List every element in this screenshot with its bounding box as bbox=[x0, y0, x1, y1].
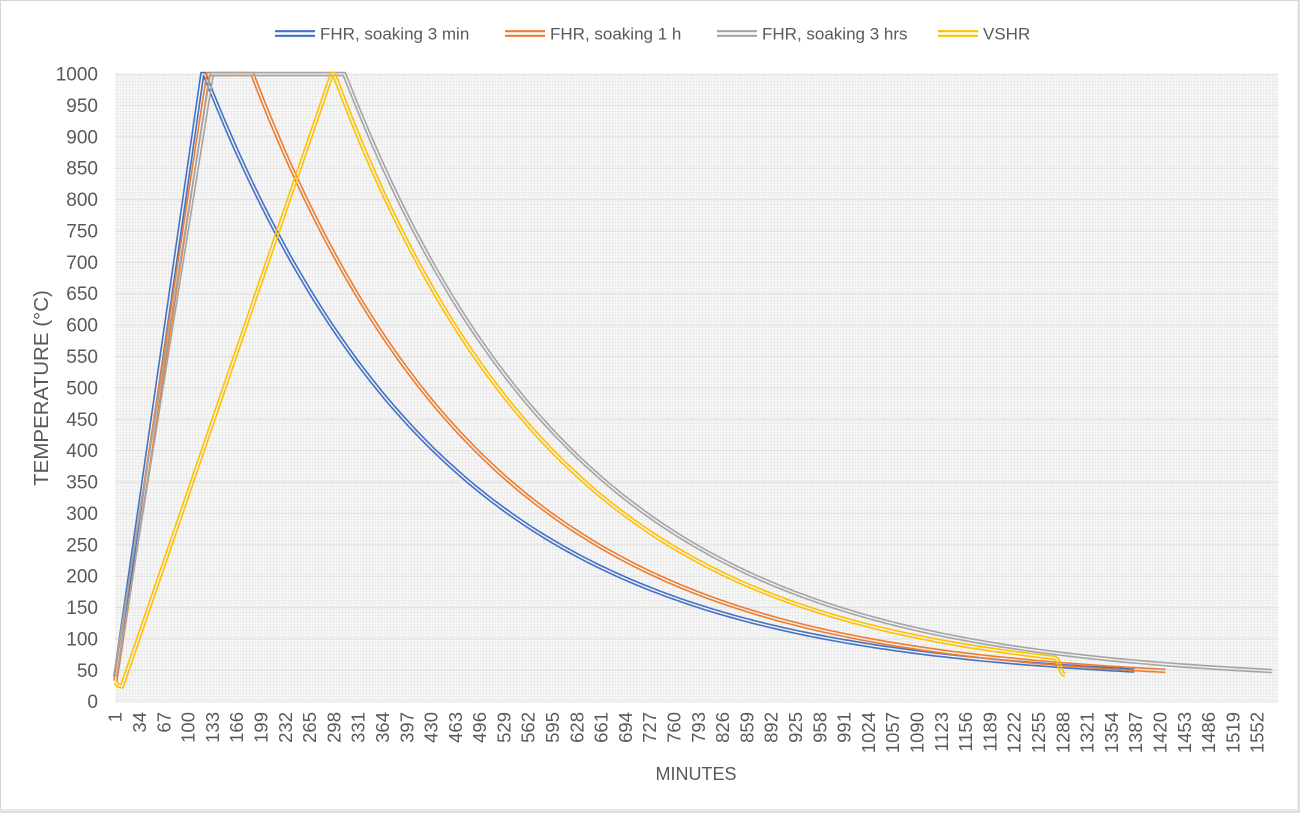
svg-text:250: 250 bbox=[66, 535, 98, 556]
svg-text:1552: 1552 bbox=[1247, 712, 1268, 753]
svg-text:550: 550 bbox=[66, 347, 98, 368]
svg-text:1387: 1387 bbox=[1125, 712, 1146, 753]
svg-text:300: 300 bbox=[66, 504, 98, 525]
svg-text:628: 628 bbox=[566, 712, 587, 743]
svg-text:600: 600 bbox=[66, 316, 98, 337]
svg-text:1255: 1255 bbox=[1028, 712, 1049, 753]
svg-text:727: 727 bbox=[639, 712, 660, 743]
svg-text:100: 100 bbox=[66, 629, 98, 650]
svg-text:1156: 1156 bbox=[955, 712, 976, 752]
svg-text:1189: 1189 bbox=[979, 712, 1000, 752]
svg-text:100: 100 bbox=[178, 712, 199, 743]
svg-text:760: 760 bbox=[664, 712, 685, 743]
svg-text:661: 661 bbox=[591, 712, 612, 743]
svg-text:750: 750 bbox=[66, 222, 98, 243]
svg-text:FHR, soaking 3 hrs: FHR, soaking 3 hrs bbox=[762, 25, 908, 44]
svg-text:1354: 1354 bbox=[1101, 712, 1122, 753]
svg-text:800: 800 bbox=[66, 190, 98, 211]
svg-text:199: 199 bbox=[251, 712, 272, 743]
svg-text:364: 364 bbox=[372, 712, 393, 743]
svg-text:450: 450 bbox=[66, 410, 98, 431]
svg-text:694: 694 bbox=[615, 712, 636, 743]
svg-text:331: 331 bbox=[348, 712, 369, 743]
svg-text:500: 500 bbox=[66, 378, 98, 399]
svg-text:1090: 1090 bbox=[907, 712, 928, 753]
svg-text:991: 991 bbox=[834, 712, 855, 743]
svg-text:1486: 1486 bbox=[1198, 712, 1219, 753]
svg-text:1123: 1123 bbox=[931, 712, 952, 752]
svg-text:793: 793 bbox=[688, 712, 709, 743]
svg-text:1024: 1024 bbox=[858, 712, 879, 753]
svg-text:1519: 1519 bbox=[1222, 712, 1243, 753]
svg-text:350: 350 bbox=[66, 473, 98, 494]
svg-text:166: 166 bbox=[226, 712, 247, 743]
svg-text:133: 133 bbox=[202, 712, 223, 743]
svg-text:TEMPERATURE (°C): TEMPERATURE (°C) bbox=[30, 290, 53, 486]
svg-text:150: 150 bbox=[66, 598, 98, 619]
svg-text:1288: 1288 bbox=[1052, 712, 1073, 753]
svg-text:1420: 1420 bbox=[1150, 712, 1171, 753]
svg-text:400: 400 bbox=[66, 441, 98, 462]
svg-text:496: 496 bbox=[469, 712, 490, 743]
svg-text:958: 958 bbox=[809, 712, 830, 743]
svg-text:826: 826 bbox=[712, 712, 733, 743]
svg-text:1: 1 bbox=[105, 712, 126, 722]
svg-text:529: 529 bbox=[494, 712, 515, 743]
svg-text:34: 34 bbox=[129, 712, 150, 733]
svg-text:200: 200 bbox=[66, 567, 98, 588]
svg-text:1321: 1321 bbox=[1077, 712, 1098, 753]
svg-text:859: 859 bbox=[736, 712, 757, 743]
svg-text:232: 232 bbox=[275, 712, 296, 743]
svg-text:298: 298 bbox=[323, 712, 344, 743]
svg-text:595: 595 bbox=[542, 712, 563, 743]
svg-text:850: 850 bbox=[66, 159, 98, 180]
svg-text:1222: 1222 bbox=[1004, 712, 1025, 753]
svg-text:67: 67 bbox=[153, 712, 174, 733]
svg-text:925: 925 bbox=[785, 712, 806, 743]
svg-text:900: 900 bbox=[66, 127, 98, 148]
svg-text:430: 430 bbox=[421, 712, 442, 743]
svg-text:FHR, soaking 3 min: FHR, soaking 3 min bbox=[320, 25, 469, 44]
svg-text:265: 265 bbox=[299, 712, 320, 743]
svg-text:950: 950 bbox=[66, 96, 98, 117]
svg-text:1000: 1000 bbox=[56, 65, 98, 86]
svg-text:1453: 1453 bbox=[1174, 712, 1195, 753]
svg-text:463: 463 bbox=[445, 712, 466, 743]
svg-text:700: 700 bbox=[66, 253, 98, 274]
svg-text:50: 50 bbox=[77, 661, 98, 682]
svg-text:MINUTES: MINUTES bbox=[656, 764, 737, 784]
svg-text:FHR, soaking 1 h: FHR, soaking 1 h bbox=[550, 25, 681, 44]
svg-text:562: 562 bbox=[518, 712, 539, 743]
svg-text:397: 397 bbox=[396, 712, 417, 743]
svg-text:1057: 1057 bbox=[882, 712, 903, 753]
svg-text:650: 650 bbox=[66, 284, 98, 305]
svg-text:VSHR: VSHR bbox=[983, 25, 1030, 44]
svg-text:892: 892 bbox=[761, 712, 782, 743]
svg-text:0: 0 bbox=[87, 692, 98, 713]
